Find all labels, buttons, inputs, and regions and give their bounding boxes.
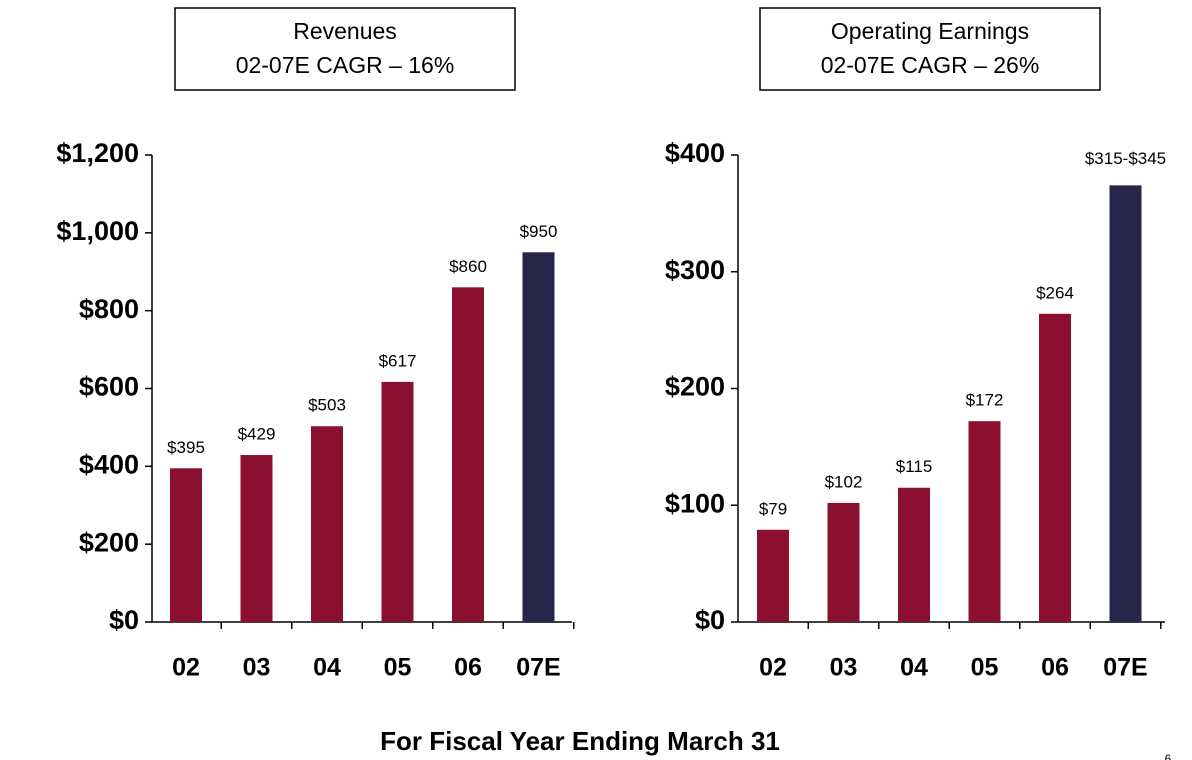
bar [311, 426, 343, 622]
y-tick-label: $1,200 [56, 138, 139, 168]
value-label: $950 [520, 222, 558, 241]
x-tick-label: 06 [1041, 654, 1069, 682]
x-tick-label: 03 [830, 654, 858, 682]
value-label: $172 [966, 391, 1004, 410]
footer: For Fiscal Year Ending March 31 [380, 726, 780, 756]
y-tick-label: $400 [665, 138, 725, 168]
y-tick-label: $200 [79, 527, 139, 557]
x-tick-label: 05 [971, 654, 999, 682]
bar [522, 252, 555, 622]
value-label: $617 [379, 351, 417, 370]
bar [1039, 313, 1071, 622]
title-box [759, 7, 1101, 91]
value-label: $79 [759, 499, 787, 518]
y-tick-label: $1,000 [56, 216, 139, 246]
y-tick-label: $0 [109, 605, 139, 635]
page-number: 6 [1165, 752, 1172, 760]
chart-subtitle: 02-07E CAGR – 26% [821, 52, 1040, 78]
x-tick-label: 05 [384, 654, 412, 682]
bar [240, 455, 273, 622]
x-tick-label: 07E [1103, 654, 1147, 682]
x-tick-label: 07E [516, 654, 560, 682]
chart-title: Operating Earnings [831, 18, 1029, 44]
chart-subtitle: 02-07E CAGR – 16% [236, 52, 455, 78]
value-label: $429 [238, 425, 276, 444]
annotation: $315-$345 [1085, 149, 1166, 168]
x-tick-label: 04 [313, 654, 341, 682]
chart-title: Revenues [293, 18, 397, 44]
x-tick-label: 03 [243, 654, 271, 682]
bar [827, 502, 860, 622]
x-tick-label: 02 [172, 654, 200, 682]
bar [1109, 185, 1142, 623]
y-tick-label: $200 [665, 372, 725, 402]
y-tick-label: $800 [79, 294, 139, 324]
x-tick-label: 06 [454, 654, 482, 682]
bar [452, 287, 484, 622]
y-tick-label: $0 [695, 605, 725, 635]
x-tick-label: 02 [759, 654, 787, 682]
title-box [174, 7, 516, 91]
bar [968, 421, 1001, 622]
x-tick-label: 04 [900, 654, 928, 682]
y-tick-label: $100 [665, 488, 725, 518]
value-label: $264 [1036, 283, 1074, 302]
bar [757, 529, 789, 622]
value-label: $860 [449, 257, 487, 276]
bar [170, 468, 202, 622]
value-label: $115 [896, 457, 933, 476]
value-label: $395 [167, 438, 205, 457]
value-label: $102 [825, 472, 863, 491]
y-tick-label: $600 [79, 372, 139, 402]
value-label: $503 [308, 396, 346, 415]
bar [381, 381, 414, 622]
bar [898, 487, 930, 622]
y-tick-label: $300 [665, 255, 725, 285]
y-tick-label: $400 [79, 449, 139, 479]
